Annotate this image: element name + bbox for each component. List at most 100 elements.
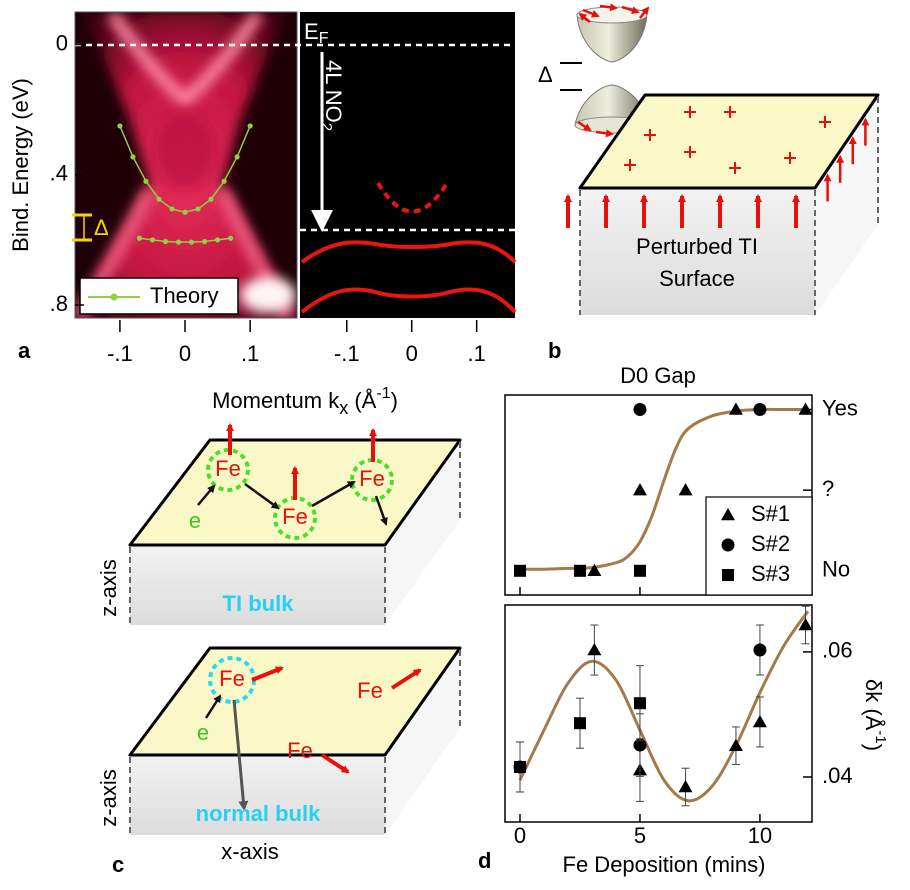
marker-square xyxy=(573,717,586,730)
y-tick-label: 0 xyxy=(56,30,68,55)
marker-triangle xyxy=(587,643,602,656)
x-tick-label: .1 xyxy=(467,341,485,366)
scattering-arrows xyxy=(374,495,388,526)
theory-point xyxy=(130,154,136,160)
y-tick-label: .8 xyxy=(50,291,68,316)
gap-marker xyxy=(72,213,92,242)
dirac-cone-upper xyxy=(576,14,648,63)
moment-arrows xyxy=(320,753,350,774)
y-axis-label: Bind. Energy (eV) xyxy=(8,78,33,252)
x-axis-label: Momentum kx (Å-1) xyxy=(212,385,398,418)
marker-circle xyxy=(753,643,767,657)
dose-label: 4L NO2 xyxy=(318,60,346,131)
x-tick-label: .1 xyxy=(241,341,259,366)
theory-point xyxy=(188,239,195,245)
gap-marker xyxy=(560,62,582,91)
theory-point xyxy=(169,206,175,212)
panel-label: b xyxy=(548,338,561,363)
moment-arrows xyxy=(390,668,422,690)
x-label-sub: x xyxy=(339,398,348,418)
legend-label: S#2 xyxy=(751,531,790,556)
marker-square xyxy=(513,760,526,773)
theory-point xyxy=(182,209,188,215)
marker-square xyxy=(722,569,734,581)
x-axis-label: x-axis xyxy=(221,839,278,864)
marker-triangle xyxy=(728,402,743,415)
surface-label: Surface xyxy=(659,266,735,291)
theory-point xyxy=(156,196,162,202)
x-axis-label: Fe Deposition (mins) xyxy=(563,852,766,877)
marker-circle xyxy=(753,403,767,417)
dose-sub: 2 xyxy=(318,123,335,131)
fe-labels: Fe xyxy=(282,504,308,529)
y-tick-label: .06 xyxy=(822,638,853,663)
band-sketch xyxy=(300,287,517,314)
theory-point xyxy=(117,123,123,129)
x-tick-label: -.1 xyxy=(334,341,360,366)
theory-point xyxy=(247,123,253,129)
scattering-arrows xyxy=(244,482,280,510)
theory-point xyxy=(136,235,143,241)
x-tick-label: 0 xyxy=(514,823,526,848)
scattering-arrows xyxy=(204,694,222,719)
field-arrows xyxy=(564,117,870,228)
panel-label: a xyxy=(18,338,31,363)
spin-arrows xyxy=(621,5,640,15)
marker-square xyxy=(633,564,646,577)
y-tick-label: ? xyxy=(822,476,834,501)
marker-square xyxy=(573,564,586,577)
spin-arrows xyxy=(577,3,650,138)
panel-label: d xyxy=(478,848,491,873)
ef-main: E xyxy=(304,19,319,44)
theory-point xyxy=(214,237,221,243)
y2-label-end: ) xyxy=(861,744,886,751)
dirac-cone-upper xyxy=(576,6,648,63)
spin-arrows xyxy=(595,129,614,138)
marker-circle xyxy=(633,738,647,752)
chart-title: D0 Gap xyxy=(620,363,696,388)
y-tick-label: .04 xyxy=(822,763,853,788)
z-axis-label: z-axis xyxy=(96,769,121,826)
theory-point xyxy=(221,178,227,184)
scattering-arrows xyxy=(197,480,388,719)
surface-label: Perturbed TI xyxy=(636,234,758,259)
legend-label: S#3 xyxy=(751,561,790,586)
fit-curve xyxy=(518,610,810,803)
marker-triangle xyxy=(587,563,602,577)
marker-triangle xyxy=(721,508,735,521)
charge-marks xyxy=(624,106,831,174)
y-tick-label: Yes xyxy=(822,395,858,420)
dose-main: 4L NO xyxy=(321,60,346,123)
arpes-image xyxy=(240,277,296,313)
arpes-image xyxy=(155,110,215,190)
x-label-end: ) xyxy=(391,388,398,413)
x-label-sup: -1 xyxy=(376,385,390,402)
frame xyxy=(74,11,298,319)
fe-labels: Fe Fe Fe Fe Fe Fe xyxy=(215,456,385,763)
x-tick-label: 5 xyxy=(634,823,646,848)
gap-label: Δ xyxy=(538,62,553,87)
plot-frame xyxy=(504,604,813,823)
marker-triangle xyxy=(678,483,693,496)
x-label-main: Momentum k xyxy=(212,388,340,413)
legend-box xyxy=(79,277,239,315)
plot-frame xyxy=(504,394,813,596)
y-tick-label: .4 xyxy=(50,161,68,186)
x-label-mid: (Å xyxy=(348,388,376,413)
surface-slab xyxy=(579,97,879,315)
spin-arrows xyxy=(577,120,592,132)
y2-axis-label: δk (Å-1) xyxy=(861,679,889,751)
theory-point xyxy=(227,235,234,241)
moment-arrows xyxy=(226,423,422,774)
x-tick-label: 0 xyxy=(179,341,191,366)
band-sketch xyxy=(376,181,449,214)
legend-label: S#1 xyxy=(751,501,790,526)
legend-dot xyxy=(110,293,118,301)
bulk-scatter-arrow xyxy=(232,699,249,811)
theory-point xyxy=(234,154,240,160)
marker-triangle xyxy=(728,738,743,751)
electron-label: e xyxy=(197,720,209,745)
theory-point xyxy=(201,238,208,245)
panel-label: c xyxy=(112,852,124,877)
